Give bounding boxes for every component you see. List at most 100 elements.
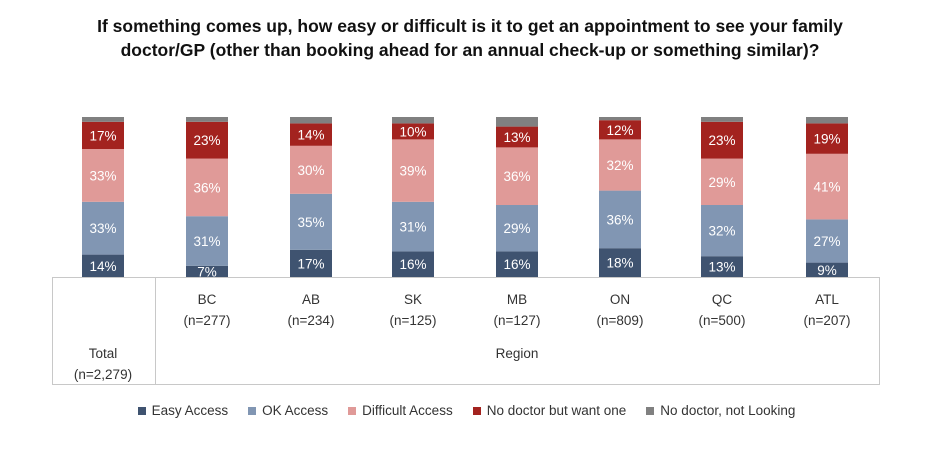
bar-segment-difficult-access-sk	[392, 139, 434, 202]
chart-title: If something comes up, how easy or diffi…	[97, 16, 843, 60]
bar-segment-difficult-access-atl	[806, 153, 848, 220]
bar-segment-difficult-access-bc	[186, 158, 228, 217]
data-label: 39%	[399, 164, 426, 179]
bar-segment-ok-access-sk	[392, 201, 434, 252]
data-label: 23%	[708, 133, 735, 148]
data-label: 35%	[297, 215, 324, 230]
category-label: SK	[404, 292, 422, 307]
bar-segment-easy-access-mb	[496, 251, 538, 277]
data-label: 32%	[606, 158, 633, 173]
legend: Easy Access OK Access Difficult Access No d…	[0, 403, 933, 418]
legend-label: Easy Access	[151, 403, 229, 418]
legend-item: Easy Access	[137, 403, 229, 418]
bar-segment-no-doctor-but-want-one-ab	[290, 123, 332, 146]
category-label: ATL	[815, 292, 839, 307]
data-label: 17%	[89, 128, 116, 143]
bar-segment-no-doctor-but-want-one-sk	[392, 123, 434, 140]
bar-segment-no-doctor-but-want-one-bc	[186, 121, 228, 159]
data-label: 18%	[606, 256, 633, 271]
legend-swatch	[137, 406, 146, 415]
bar-segment-ok-access-mb	[496, 205, 538, 252]
bar-segment-no-doctor-but-want-one-qc	[701, 121, 743, 159]
category-label: Total	[89, 346, 118, 361]
bar-segment-no-doctor-but-want-one-mb	[496, 126, 538, 148]
category-n-label: (n=207)	[804, 313, 851, 328]
legend-label: OK Access	[262, 403, 329, 418]
data-label: 33%	[89, 221, 116, 236]
bar-segment-easy-access-sk	[392, 251, 434, 277]
legend-label: No doctor, not Looking	[660, 403, 796, 418]
category-label: AB	[302, 292, 320, 307]
category-n-label: (n=127)	[494, 313, 541, 328]
category-label: MB	[507, 292, 527, 307]
legend-item: OK Access	[248, 403, 328, 418]
bar-segment-no-doctor-not-looking-bc	[186, 117, 228, 122]
group-label-region: Region	[496, 346, 539, 361]
category-n-label: (n=809)	[597, 313, 644, 328]
category-n-label: (n=277)	[184, 313, 231, 328]
legend-swatch	[348, 406, 357, 415]
data-label: 14%	[297, 128, 324, 143]
category-label: QC	[712, 292, 733, 307]
data-label: 9%	[817, 263, 837, 278]
bar-segment-easy-access-atl	[806, 262, 848, 277]
bar-segment-ok-access-total	[82, 201, 124, 255]
legend-item: No doctor, not Looking	[646, 403, 795, 418]
legend-swatch	[472, 406, 481, 415]
bar-segment-no-doctor-not-looking-qc	[701, 117, 743, 122]
bar-segment-no-doctor-not-looking-total	[82, 117, 124, 122]
bar-segment-ok-access-qc	[701, 205, 743, 257]
bar-segment-no-doctor-but-want-one-atl	[806, 123, 848, 154]
data-label: 13%	[708, 260, 735, 275]
bar-segment-easy-access-ab	[290, 249, 332, 277]
bar-segment-easy-access-on	[599, 248, 641, 277]
data-label: 10%	[399, 124, 426, 139]
data-label: 16%	[503, 257, 530, 272]
bar-segment-difficult-access-on	[599, 139, 641, 191]
data-label: 29%	[503, 221, 530, 236]
bar-segment-no-doctor-not-looking-ab	[290, 117, 332, 124]
data-label: 16%	[399, 257, 426, 272]
bar-segment-easy-access-bc	[186, 265, 228, 277]
bar-segment-no-doctor-but-want-one-on	[599, 120, 641, 140]
category-n-label: (n=234)	[288, 313, 335, 328]
data-label: 7%	[197, 264, 217, 279]
data-label: 33%	[89, 168, 116, 183]
bar-segment-no-doctor-but-want-one-total	[82, 121, 124, 149]
data-label: 32%	[708, 224, 735, 239]
legend-swatch	[646, 406, 655, 415]
legend-swatch	[248, 406, 257, 415]
bar-segment-difficult-access-mb	[496, 147, 538, 205]
data-label: 36%	[193, 180, 220, 195]
bar-segment-ok-access-on	[599, 190, 641, 249]
bar-segment-no-doctor-not-looking-sk	[392, 117, 434, 124]
category-label: ON	[610, 292, 630, 307]
data-label: 27%	[813, 234, 840, 249]
bar-segment-easy-access-total	[82, 254, 124, 277]
bar-segment-difficult-access-total	[82, 149, 124, 202]
bar-segment-no-doctor-not-looking-atl	[806, 117, 848, 124]
bar-segment-difficult-access-qc	[701, 158, 743, 205]
data-label: 19%	[813, 132, 840, 147]
bar-segment-easy-access-qc	[701, 256, 743, 277]
bar-segment-difficult-access-ab	[290, 145, 332, 194]
data-label: 29%	[708, 175, 735, 190]
data-label: 12%	[606, 123, 633, 138]
data-label: 31%	[193, 234, 220, 249]
data-label: 23%	[193, 133, 220, 148]
category-n-label: (n=2,279)	[74, 367, 132, 382]
data-label: 14%	[89, 259, 116, 274]
data-label: 41%	[813, 180, 840, 195]
bar-segment-ok-access-bc	[186, 216, 228, 266]
data-label: 36%	[503, 169, 530, 184]
bar-segment-no-doctor-not-looking-on	[599, 117, 641, 121]
legend-label: Difficult Access	[362, 403, 453, 418]
data-label: 17%	[297, 256, 324, 271]
bar-segment-ok-access-atl	[806, 219, 848, 263]
legend-item: Difficult Access	[348, 403, 453, 418]
category-n-label: (n=125)	[390, 313, 437, 328]
data-label: 13%	[503, 130, 530, 145]
bar-segment-ok-access-ab	[290, 193, 332, 250]
legend-label: No doctor but want one	[486, 403, 627, 418]
